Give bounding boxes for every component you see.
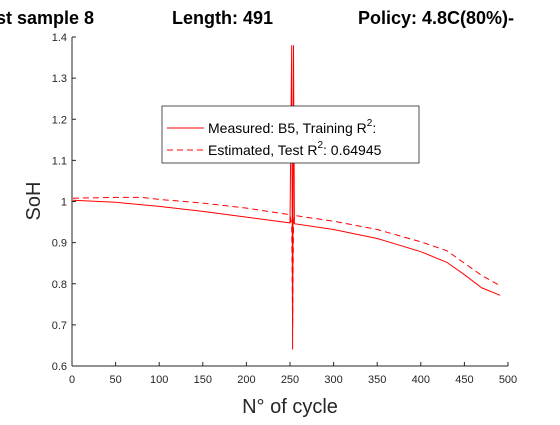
y-tick-label: 1.2	[52, 114, 67, 126]
x-tick-label: 200	[237, 374, 255, 386]
x-tick-label: 400	[412, 374, 430, 386]
legend-measured-sup: 2	[367, 118, 373, 129]
x-tick-label: 450	[455, 374, 473, 386]
x-tick-label: 0	[69, 374, 75, 386]
x-tick-label: 50	[109, 374, 121, 386]
legend-estimated-suffix: : 0.64945	[323, 142, 382, 158]
legend-measured-label: Measured: B5, Training R2:	[208, 118, 376, 136]
y-tick-label: 0.7	[52, 320, 67, 332]
y-tick-label: 0.8	[52, 279, 67, 291]
legend: Measured: B5, Training R2: Estimated, Te…	[161, 105, 420, 164]
y-tick-label: 0.6	[52, 361, 67, 373]
legend-measured-prefix: Measured: B5, Training R	[208, 120, 367, 136]
legend-measured-suffix: :	[372, 120, 376, 136]
x-tick-label: 500	[499, 374, 517, 386]
legend-estimated-sup: 2	[317, 140, 323, 151]
y-tick-label: 0.9	[52, 238, 67, 250]
legend-estimated-label: Estimated, Test R2: 0.64945	[208, 140, 382, 158]
x-tick-label: 350	[368, 374, 386, 386]
y-ticks: 0.6 0.7 0.8 0.9 1 1.1 1.2 1.3 1.4	[52, 32, 76, 373]
chart-title-part-1: st sample 8	[0, 8, 94, 28]
y-tick-label: 1.1	[52, 155, 67, 167]
y-tick-label: 1.3	[52, 73, 67, 85]
x-tick-label: 150	[194, 374, 212, 386]
y-tick-label: 1	[61, 197, 67, 209]
legend-estimated-prefix: Estimated, Test R	[208, 142, 317, 158]
legend-box	[161, 105, 420, 164]
x-ticks: 0 50 100 150 200 250 300 350 400 450 500	[69, 362, 517, 386]
series-group	[72, 45, 501, 350]
y-tick-label: 1.4	[52, 32, 67, 44]
x-axis-label: N° of cycle	[242, 396, 338, 418]
chart-title-part-3: Policy: 4.8C(80%)-	[358, 8, 514, 28]
measured-series-line	[72, 45, 501, 350]
x-tick-label: 100	[150, 374, 168, 386]
x-tick-label: 300	[324, 374, 342, 386]
x-tick-label: 250	[281, 374, 299, 386]
estimated-series-line	[72, 196, 501, 325]
chart-title-part-2: Length: 491	[172, 8, 273, 28]
y-axis-label: SoH	[23, 182, 45, 221]
